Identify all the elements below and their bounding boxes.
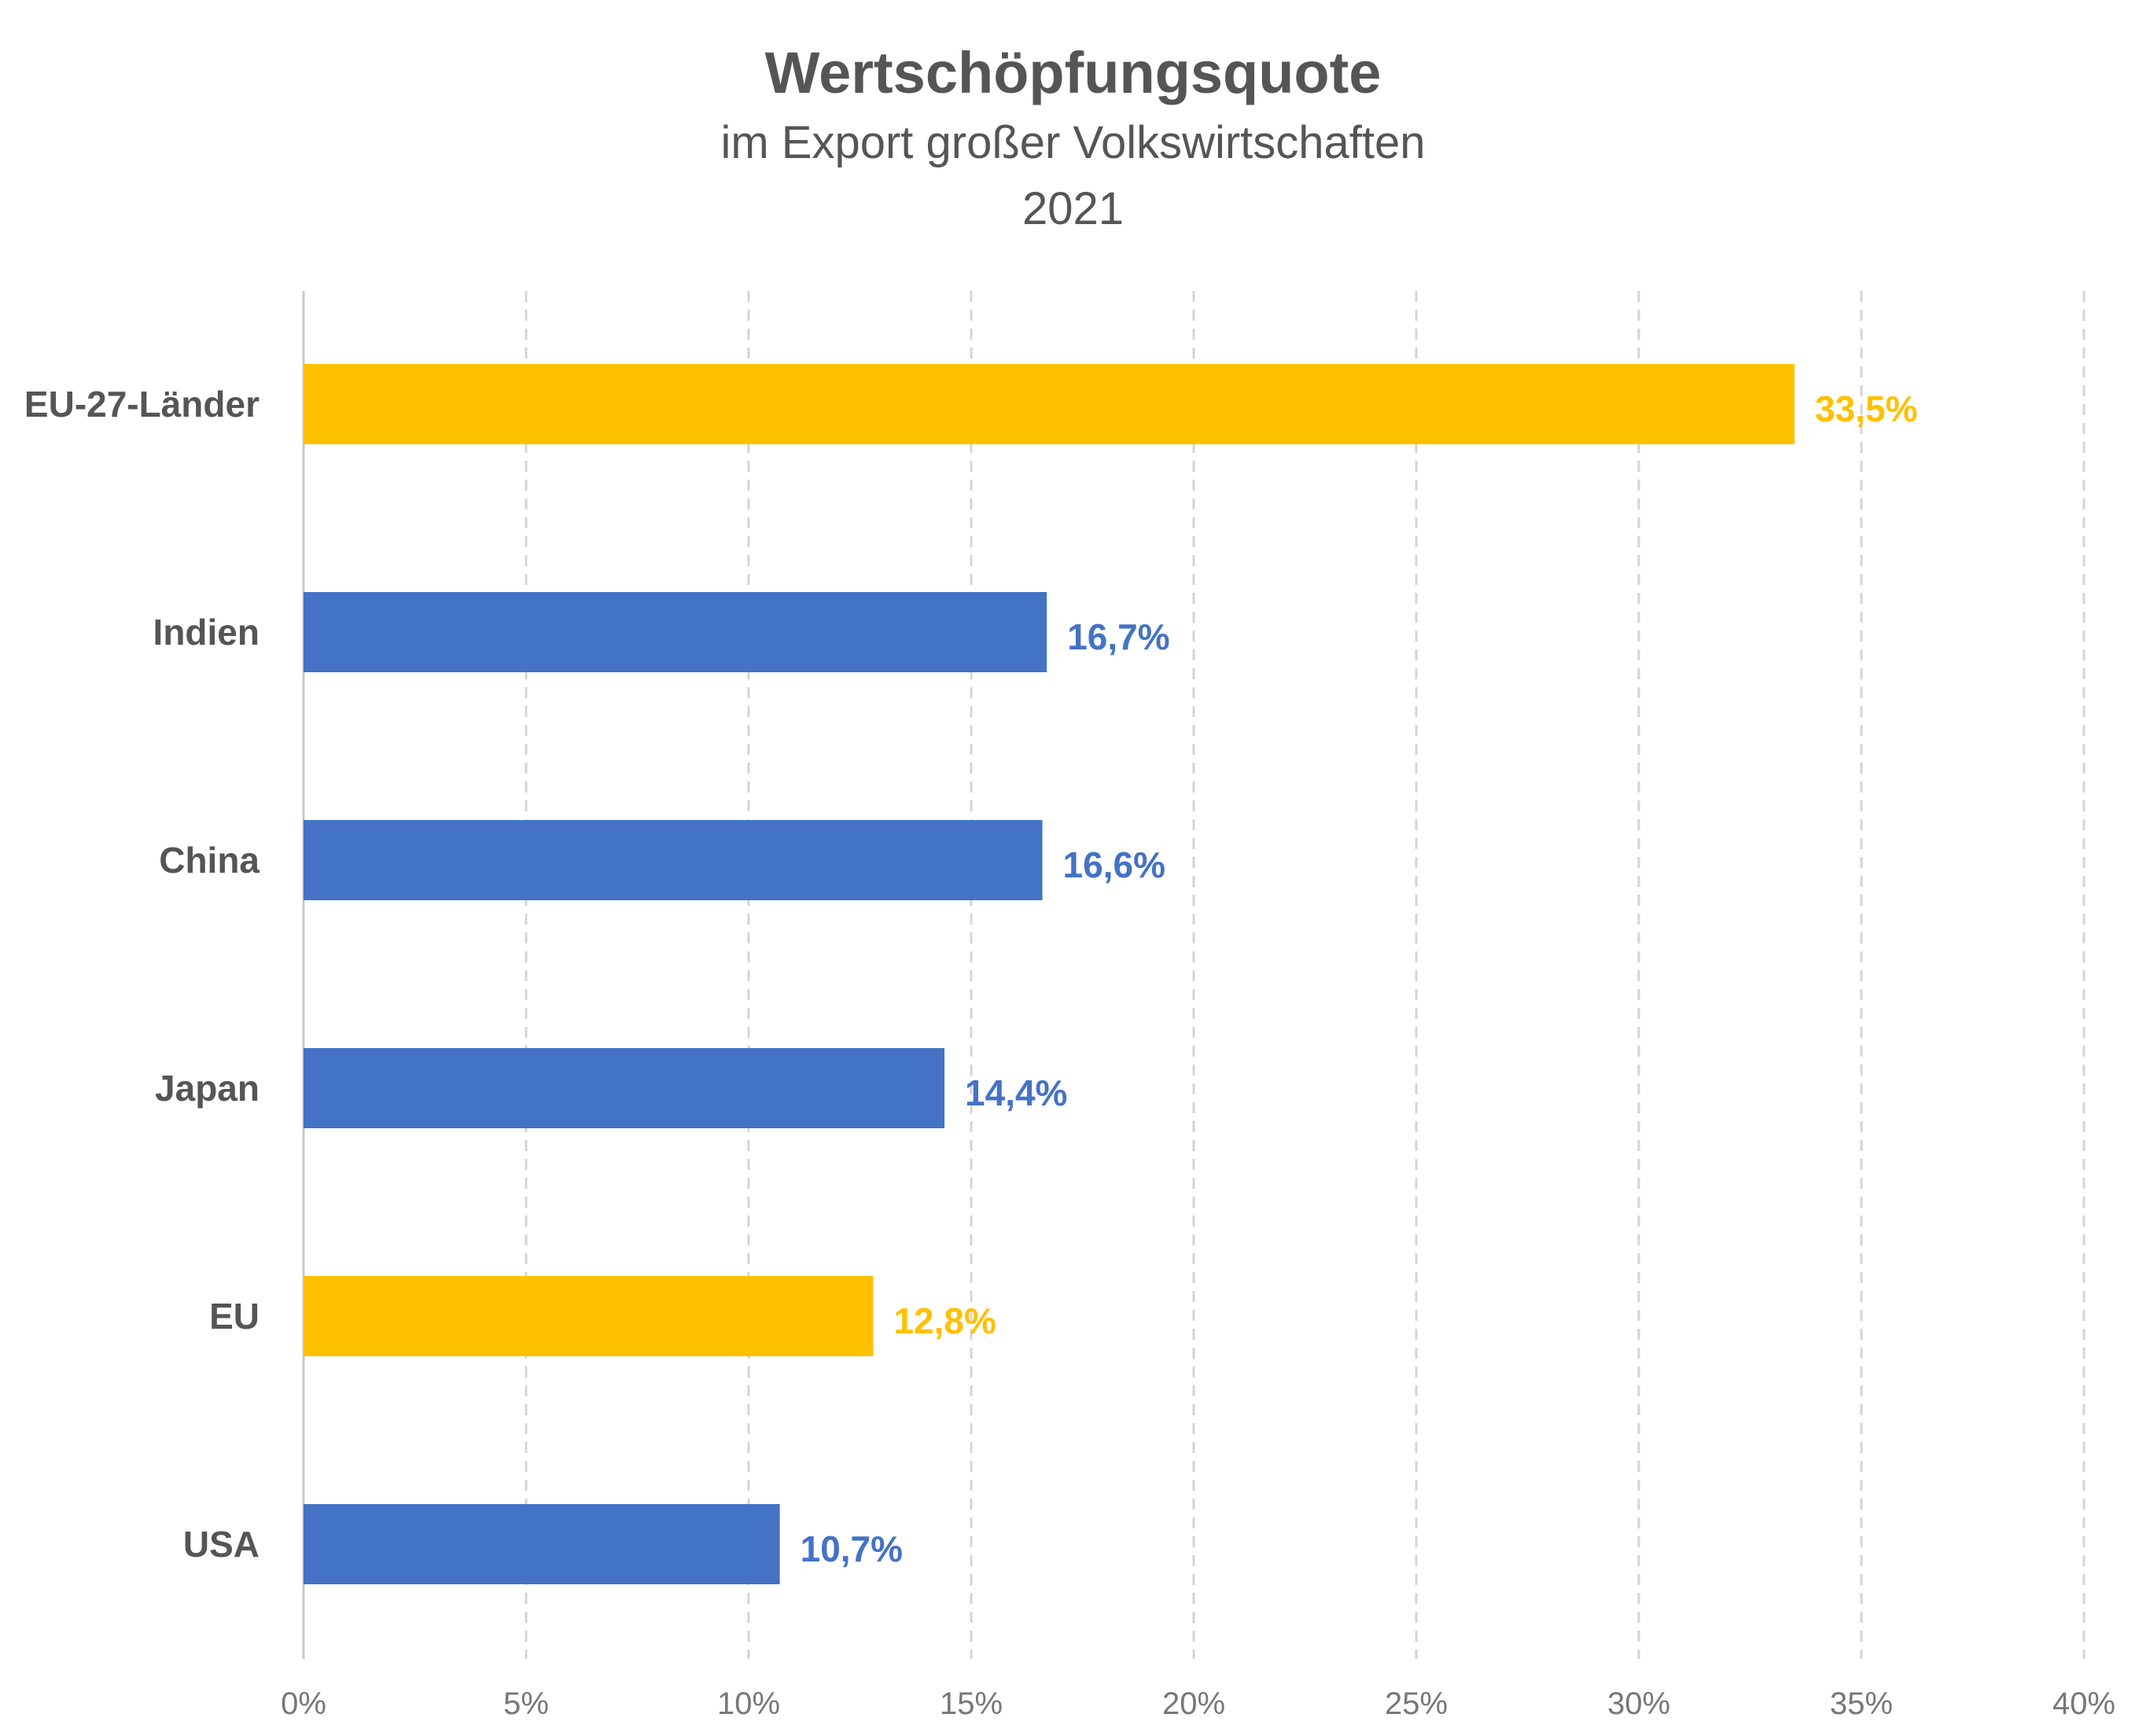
x-tick-label: 35%: [1830, 1686, 1893, 1721]
value-label: 16,6%: [1063, 844, 1165, 885]
x-tick-label: 20%: [1162, 1686, 1225, 1721]
x-tick-label: 10%: [717, 1686, 780, 1721]
category-label: EU-27-Länder: [24, 384, 260, 425]
x-tick-label: 5%: [503, 1686, 549, 1721]
x-tick-label: 30%: [1607, 1686, 1670, 1721]
category-label: USA: [183, 1524, 260, 1565]
bar: [304, 1048, 945, 1128]
value-label: 16,7%: [1067, 616, 1169, 657]
bar: [304, 820, 1043, 900]
bar: [304, 592, 1047, 672]
x-tick-label: 15%: [940, 1686, 1003, 1721]
x-tick-label: 25%: [1385, 1686, 1448, 1721]
value-label: 10,7%: [801, 1528, 903, 1569]
category-label: China: [159, 840, 260, 881]
bar: [304, 1504, 780, 1584]
category-label: Japan: [155, 1068, 260, 1109]
x-tick-label: 40%: [2052, 1686, 2115, 1721]
bar: [304, 364, 1795, 444]
chart-title: Wertschöpfungsquote: [764, 40, 1382, 105]
value-label: 12,8%: [893, 1300, 996, 1341]
category-label: Indien: [153, 612, 260, 653]
chart-period: 2021: [1021, 183, 1125, 234]
category-label: EU: [209, 1296, 260, 1337]
x-tick-label: 0%: [281, 1686, 326, 1721]
bar: [304, 1276, 874, 1356]
chart-subtitle: im Export großer Volkswirtschaften: [720, 117, 1426, 168]
value-label: 33,5%: [1815, 388, 1917, 429]
value-label: 14,4%: [965, 1072, 1067, 1113]
